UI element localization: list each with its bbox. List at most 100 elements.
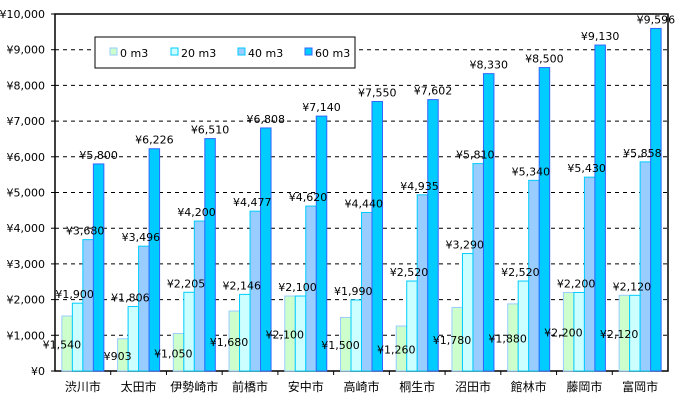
data-label: ¥5,858 [623, 147, 662, 160]
y-tick-label: ¥8,000 [7, 79, 46, 92]
y-tick-label: ¥4,000 [7, 222, 46, 235]
x-tick-label: 高崎市 [343, 379, 379, 394]
legend-label: 20 m3 [181, 47, 216, 60]
y-tick-label: ¥2,000 [7, 294, 46, 307]
bar-20-m3 [406, 280, 418, 372]
data-label: ¥1,050 [154, 347, 193, 360]
bar-60-m3 [92, 163, 105, 372]
y-tick-label: ¥9,000 [7, 44, 46, 57]
bar-60-m3 [594, 44, 606, 372]
data-label: ¥1,900 [55, 288, 94, 301]
bar-40-m3 [138, 245, 150, 372]
bar-40-m3 [583, 176, 596, 372]
data-label: ¥4,440 [345, 197, 384, 210]
x-tick-label: 富岡市 [622, 379, 658, 394]
bar-40-m3 [639, 161, 652, 372]
y-tick-label: ¥0 [31, 365, 45, 378]
data-label: ¥6,510 [191, 124, 230, 137]
data-label: ¥1,500 [321, 339, 360, 352]
data-label: ¥903 [104, 350, 132, 363]
data-label: ¥5,810 [456, 149, 495, 162]
legend-label: 40 m3 [248, 47, 283, 60]
data-label: ¥4,200 [177, 206, 216, 219]
x-tick-label: 前橋市 [232, 379, 268, 394]
data-label: ¥1,260 [377, 344, 416, 357]
x-tick-label: 沼田市 [455, 379, 491, 394]
data-label: ¥9,130 [581, 30, 620, 43]
y-tick-label: ¥5,000 [7, 187, 46, 200]
bar-60-m3 [482, 73, 495, 372]
data-label: ¥5,430 [567, 162, 606, 175]
bar-20-m3 [461, 253, 474, 372]
data-label: ¥2,520 [390, 266, 429, 279]
data-label: ¥1,540 [43, 339, 82, 352]
legend-swatch [170, 47, 179, 56]
data-label: ¥2,100 [266, 329, 305, 342]
data-label: ¥8,330 [469, 59, 508, 72]
bar-20-m3 [350, 299, 362, 372]
data-label: ¥1,990 [334, 285, 373, 298]
x-tick-label: 渋川市 [65, 379, 101, 394]
bar-60-m3 [315, 115, 328, 372]
legend-swatch [237, 47, 246, 56]
data-label: ¥2,200 [557, 277, 596, 290]
x-tick-label: 桐生市 [399, 379, 435, 394]
data-label: ¥7,140 [302, 101, 341, 114]
bar-20-m3 [239, 293, 251, 372]
bar-60-m3 [260, 127, 272, 372]
data-label: ¥1,880 [488, 332, 527, 345]
data-label: ¥2,520 [501, 266, 540, 279]
y-tick-label: ¥3,000 [7, 258, 46, 271]
bar-20-m3 [517, 280, 530, 372]
y-tick-label: ¥10,000 [0, 8, 45, 21]
data-label: ¥3,290 [445, 239, 484, 252]
y-tick-label: ¥6,000 [7, 151, 46, 164]
bar-40-m3 [82, 239, 94, 372]
bar-40-m3 [416, 194, 429, 372]
data-label: ¥3,680 [66, 225, 105, 238]
data-label: ¥6,226 [135, 134, 174, 147]
data-label: ¥2,120 [613, 280, 652, 293]
data-label: ¥7,602 [414, 85, 453, 98]
legend-label: 0 m3 [120, 47, 148, 60]
data-label: ¥1,680 [210, 336, 249, 349]
y-tick-label: ¥1,000 [7, 329, 46, 342]
legend-label: 60 m3 [315, 47, 350, 60]
data-label: ¥4,935 [400, 180, 439, 193]
data-label: ¥7,550 [358, 86, 397, 99]
bar-60-m3 [148, 148, 161, 372]
data-label: ¥2,200 [544, 327, 583, 340]
data-label: ¥6,808 [247, 113, 286, 126]
data-label: ¥2,205 [167, 277, 206, 290]
legend-swatch [109, 47, 118, 56]
bar-40-m3 [472, 163, 484, 372]
y-tick-label: ¥7,000 [7, 115, 46, 128]
bar-60-m3 [538, 67, 551, 372]
x-tick-label: 藤岡市 [566, 379, 602, 394]
bar-60-m3 [650, 27, 662, 372]
bar-60-m3 [204, 138, 216, 372]
x-tick-label: 伊勢崎市 [170, 379, 218, 394]
x-tick-label: 太田市 [121, 379, 157, 394]
bar-40-m3 [193, 220, 206, 372]
data-label: ¥5,800 [79, 149, 118, 162]
data-label: ¥3,496 [122, 231, 161, 244]
bar-60-m3 [427, 99, 439, 372]
data-label: ¥4,620 [289, 191, 328, 204]
data-label: ¥9,596 [637, 13, 676, 26]
data-label: ¥1,780 [433, 334, 472, 347]
data-label: ¥2,146 [223, 279, 262, 292]
bar-60-m3 [371, 100, 383, 372]
bar-20-m3 [71, 302, 84, 372]
legend-swatch [304, 47, 313, 56]
data-label: ¥2,120 [600, 328, 639, 341]
data-label: ¥8,500 [525, 53, 564, 66]
data-label: ¥2,100 [278, 281, 317, 294]
x-tick-label: 安中市 [288, 379, 324, 394]
data-label: ¥4,477 [233, 196, 272, 209]
data-label: ¥1,806 [111, 292, 150, 305]
data-label: ¥5,340 [512, 165, 551, 178]
x-tick-label: 館林市 [511, 379, 547, 394]
